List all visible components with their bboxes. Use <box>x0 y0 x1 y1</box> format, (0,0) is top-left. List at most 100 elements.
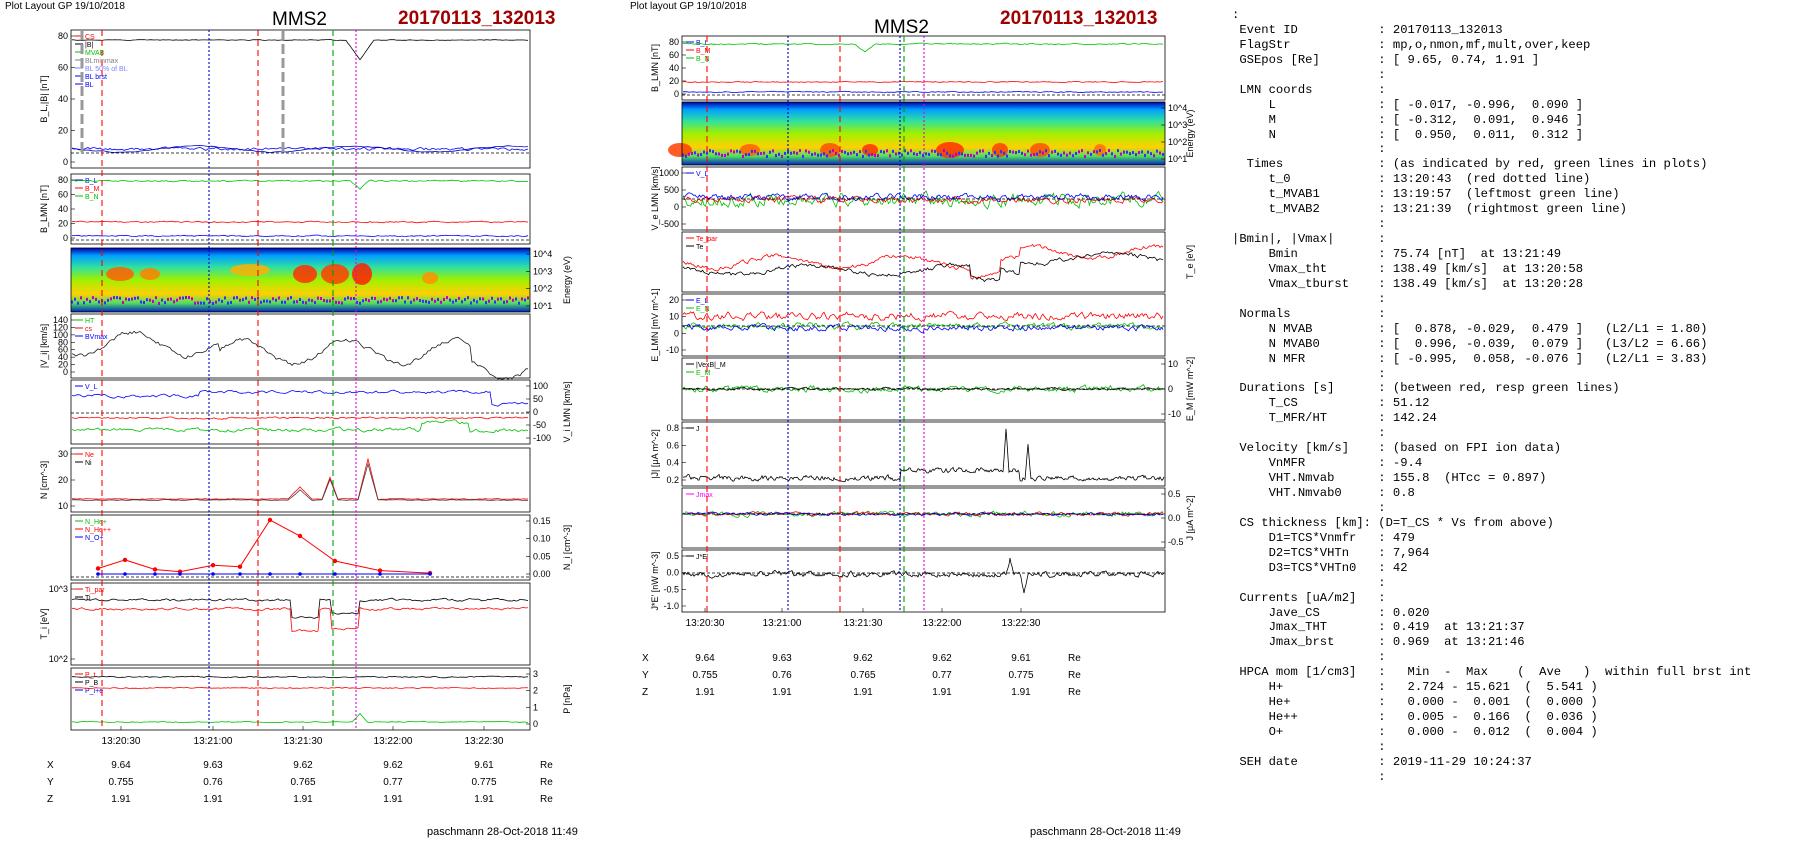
y-tick-label: 0.05 <box>533 551 551 561</box>
ephemeris-label: Z <box>47 794 53 805</box>
trace-BL <box>71 179 529 190</box>
info-line: CS thickness [km]: (D=T_CS * Vs from abo… <box>1232 515 1554 530</box>
legend-entry: MVAB <box>85 50 105 57</box>
spectrogram-noise <box>329 299 331 303</box>
ephemeris-unit: Re <box>540 794 553 805</box>
info-line: He+ : 0.000 - 0.001 ( 0.000 ) <box>1232 695 1598 710</box>
ephemeris-label: Y <box>642 670 649 681</box>
spectrogram-noise <box>913 152 915 156</box>
spectrogram-noise <box>284 300 286 304</box>
spectrogram-noise <box>1120 152 1122 156</box>
spectrogram-noise <box>332 296 334 300</box>
y-axis-label: Energy (eV) <box>1185 109 1195 157</box>
spectrogram-noise <box>116 296 118 300</box>
legend-entry: BL <box>85 82 94 89</box>
y-tick-label: 0 <box>533 719 538 729</box>
x-tick-label: 13:21:00 <box>763 618 802 629</box>
spectrogram-noise <box>149 298 151 302</box>
legend-entry: B_N <box>85 194 99 201</box>
x-tick-label: 13:21:00 <box>194 736 233 747</box>
info-line: : <box>1232 291 1386 306</box>
spectrogram-noise <box>700 152 702 156</box>
spectrogram-noise <box>757 152 759 156</box>
spectrogram-noise <box>883 150 885 154</box>
spectrogram-noise <box>730 149 732 153</box>
y-tick-label: 0.00 <box>533 569 551 579</box>
legend-entry: N_He+ <box>85 519 107 526</box>
spectrogram-noise <box>1036 152 1038 156</box>
y-tick-label: 0 <box>63 157 68 167</box>
spectrogram-noise <box>389 296 391 300</box>
spectrogram-noise <box>134 296 136 300</box>
spectrogram-noise <box>919 151 921 155</box>
y-tick-label: 30 <box>58 449 68 459</box>
y-tick-label: 40 <box>58 204 68 214</box>
spectrogram-noise <box>83 301 85 305</box>
spectrogram-noise <box>521 297 523 301</box>
spectrogram-noise <box>179 296 181 300</box>
panel-frame <box>70 447 531 513</box>
legend-entry: Ti_par <box>85 587 105 594</box>
he-plus-plus-point <box>297 533 303 539</box>
spectrogram-noise <box>122 301 124 305</box>
legend-entry: |B| <box>85 42 93 49</box>
spectrogram-noise <box>775 154 777 158</box>
x-tick-label: 13:22:30 <box>465 736 504 747</box>
info-line: FlagStr : mp,o,nmon,mf,mult,over,keep <box>1232 37 1591 52</box>
he-plus-plus-point <box>377 568 383 573</box>
trace-BL <box>71 146 529 152</box>
legend-entry: Te <box>696 244 704 251</box>
spectrogram-noise <box>1126 150 1128 154</box>
spectrogram-noise <box>796 151 798 155</box>
ephemeris-label: Y <box>47 777 54 788</box>
info-line: He++ : 0.005 - 0.166 ( 0.036 ) <box>1232 710 1598 725</box>
y-tick-label: 10 <box>58 501 68 511</box>
spectrogram-noise <box>461 300 463 304</box>
spectrogram-noise <box>865 149 867 153</box>
spectrogram-noise <box>152 299 154 303</box>
info-line: Times : (as indicated by red, green line… <box>1232 157 1708 172</box>
y-axis-label: |V_i| [km/s] <box>39 324 49 368</box>
y-axis-label: N [cm^-3] <box>39 461 49 499</box>
spectrogram-noise <box>1069 151 1071 155</box>
spectrogram-blob <box>106 267 134 281</box>
spectrogram-noise <box>925 152 927 156</box>
spectrogram-noise <box>392 299 394 303</box>
spectrogram-noise <box>272 297 274 301</box>
legend-entry: Ne <box>85 452 94 459</box>
spectrogram-noise <box>949 154 951 158</box>
trace-B <box>71 38 529 61</box>
spectrogram-noise <box>1045 149 1047 153</box>
spectrogram-noise <box>407 296 409 300</box>
x-tick-label: 13:20:30 <box>102 736 141 747</box>
spectrogram-noise <box>1048 154 1050 158</box>
spectrogram-noise <box>1015 151 1017 155</box>
spectrogram-noise <box>1096 150 1098 154</box>
y-axis-label: B_L,|B| [nT] <box>39 75 49 122</box>
he-plus-plus-point <box>332 558 338 564</box>
spectrogram-noise <box>221 299 223 303</box>
middle-figure: 80 60 40 20 0 B_LMN [nT] B_LB_MB_N 10^4 10^3 10^2… <box>642 35 1195 698</box>
spectrogram-noise <box>185 296 187 300</box>
spectrogram-noise <box>706 151 708 155</box>
y-axis-label: E_M [mW m^-2] <box>1185 357 1195 421</box>
ephemeris-value: 9.64 <box>111 760 131 771</box>
spectrogram-noise <box>1132 150 1134 154</box>
spectrogram-noise <box>1150 152 1152 156</box>
y-tick-label: -0.5 <box>663 584 679 594</box>
info-line: Event ID : 20170113_132013 <box>1232 22 1503 37</box>
spectrogram-noise <box>895 152 897 156</box>
spectrogram-noise <box>107 298 109 302</box>
spectrogram-noise <box>994 150 996 154</box>
middle-event-title: 20170113_132013 <box>1000 8 1158 29</box>
trace-Ti <box>71 597 529 619</box>
spectrogram-noise <box>110 297 112 301</box>
spectrogram-noise <box>242 298 244 302</box>
trace-Tepar <box>682 243 1164 280</box>
spectrogram-noise <box>961 152 963 156</box>
spectrogram-noise <box>943 149 945 153</box>
ephemeris-value: 9.61 <box>474 760 494 771</box>
x-tick-label: 13:20:30 <box>686 618 725 629</box>
y-tick-label: 10^2 <box>49 654 68 664</box>
